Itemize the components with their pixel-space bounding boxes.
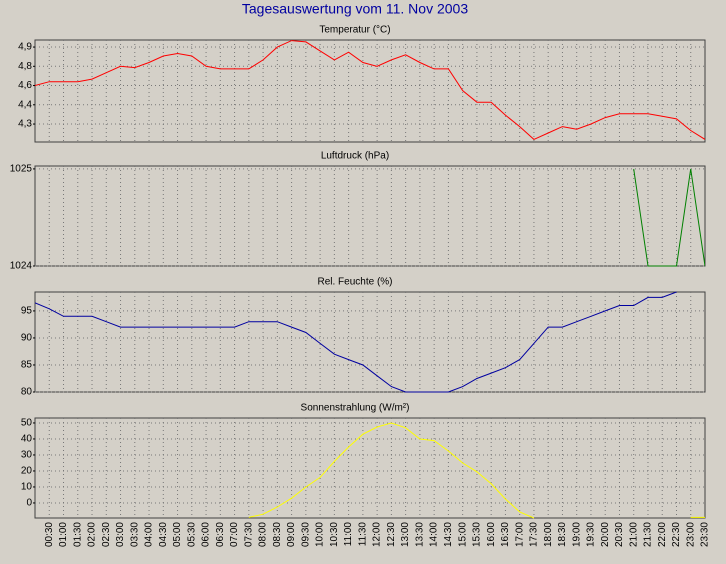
x-tick-label: 15:30	[472, 522, 483, 547]
panel-title: Luftdruck (hPa)	[321, 151, 389, 162]
x-tick-label: 10:00	[315, 522, 326, 547]
x-tick-label: 18:30	[557, 522, 568, 547]
x-tick-label: 21:30	[643, 522, 654, 547]
x-tick-label: 12:00	[372, 522, 383, 547]
x-tick-label: 04:00	[144, 522, 155, 547]
x-tick-label: 01:30	[72, 522, 83, 547]
plot-area	[34, 417, 706, 519]
x-tick-label: 07:00	[229, 522, 240, 547]
x-tick-label: 22:30	[671, 522, 682, 547]
x-tick-label: 16:00	[486, 522, 497, 547]
y-tick-label: 1025	[10, 164, 33, 175]
y-tick-label: 4,8	[18, 61, 32, 72]
page-title: Tagesauswertung vom 11. Nov 2003	[242, 1, 468, 17]
x-tick-label: 18:00	[543, 522, 554, 547]
x-tick-label: 02:00	[87, 522, 98, 547]
y-tick-label: 1024	[10, 261, 33, 272]
panel-title: Sonnenstrahlung (W/m²)	[301, 403, 410, 414]
x-tick-label: 05:00	[172, 522, 183, 547]
y-tick-label: 10	[21, 482, 33, 493]
x-tick-label: 00:30	[44, 522, 55, 547]
x-tick-label: 01:00	[58, 522, 69, 547]
data-line	[35, 40, 705, 140]
x-tick-label: 11:30	[358, 522, 369, 547]
x-tick-label: 20:00	[600, 522, 611, 547]
y-tick-label: 85	[21, 360, 33, 371]
x-tick-label: 02:30	[101, 522, 112, 547]
x-tick-label: 09:30	[301, 522, 312, 547]
y-tick-label: 20	[21, 466, 33, 477]
y-tick-label: 0	[26, 498, 32, 509]
y-tick-label: 4,9	[18, 42, 32, 53]
plot-area	[34, 39, 706, 143]
x-tick-label: 16:30	[500, 522, 511, 547]
x-tick-label: 08:30	[272, 522, 283, 547]
data-line	[633, 168, 705, 267]
y-tick-label: 95	[21, 306, 33, 317]
x-tick-label: 12:30	[386, 522, 397, 547]
plot-area	[34, 291, 706, 393]
x-tick-label: 20:30	[614, 522, 625, 547]
x-tick-label: 06:00	[201, 522, 212, 547]
panel-title: Temperatur (°C)	[319, 25, 390, 36]
y-tick-label: 80	[21, 387, 33, 398]
y-tick-label: 90	[21, 333, 33, 344]
plot-area	[34, 165, 706, 267]
x-tick-label: 23:30	[700, 522, 711, 547]
x-tick-label: 14:30	[443, 522, 454, 547]
x-tick-label: 14:00	[429, 522, 440, 547]
x-tick-label: 03:00	[115, 522, 126, 547]
x-tick-label: 07:30	[243, 522, 254, 547]
x-tick-label: 11:00	[343, 522, 354, 547]
y-tick-label: 4,6	[18, 80, 32, 91]
x-tick-label: 09:00	[286, 522, 297, 547]
panel-title: Rel. Feuchte (%)	[317, 277, 392, 288]
data-line	[35, 291, 677, 393]
x-tick-label: 03:30	[129, 522, 140, 547]
x-tick-label: 06:30	[215, 522, 226, 547]
x-tick-label: 04:30	[158, 522, 169, 547]
x-tick-label: 10:30	[329, 522, 340, 547]
x-tick-label: 15:00	[457, 522, 468, 547]
y-tick-label: 50	[21, 418, 33, 429]
y-tick-label: 40	[21, 434, 33, 445]
x-tick-label: 21:00	[628, 522, 639, 547]
x-tick-label: 13:00	[400, 522, 411, 547]
x-tick-label: 05:30	[186, 522, 197, 547]
x-tick-label: 13:30	[415, 522, 426, 547]
x-tick-label: 17:30	[529, 522, 540, 547]
x-tick-label: 19:30	[586, 522, 597, 547]
x-tick-label: 08:00	[258, 522, 269, 547]
y-tick-label: 4,4	[18, 99, 32, 110]
x-tick-label: 23:00	[685, 522, 696, 547]
y-tick-label: 30	[21, 450, 33, 461]
x-tick-label: 22:00	[657, 522, 668, 547]
x-tick-label: 17:00	[514, 522, 525, 547]
data-line	[248, 422, 705, 519]
x-tick-label: 19:00	[571, 522, 582, 547]
y-tick-label: 4,3	[18, 119, 32, 130]
